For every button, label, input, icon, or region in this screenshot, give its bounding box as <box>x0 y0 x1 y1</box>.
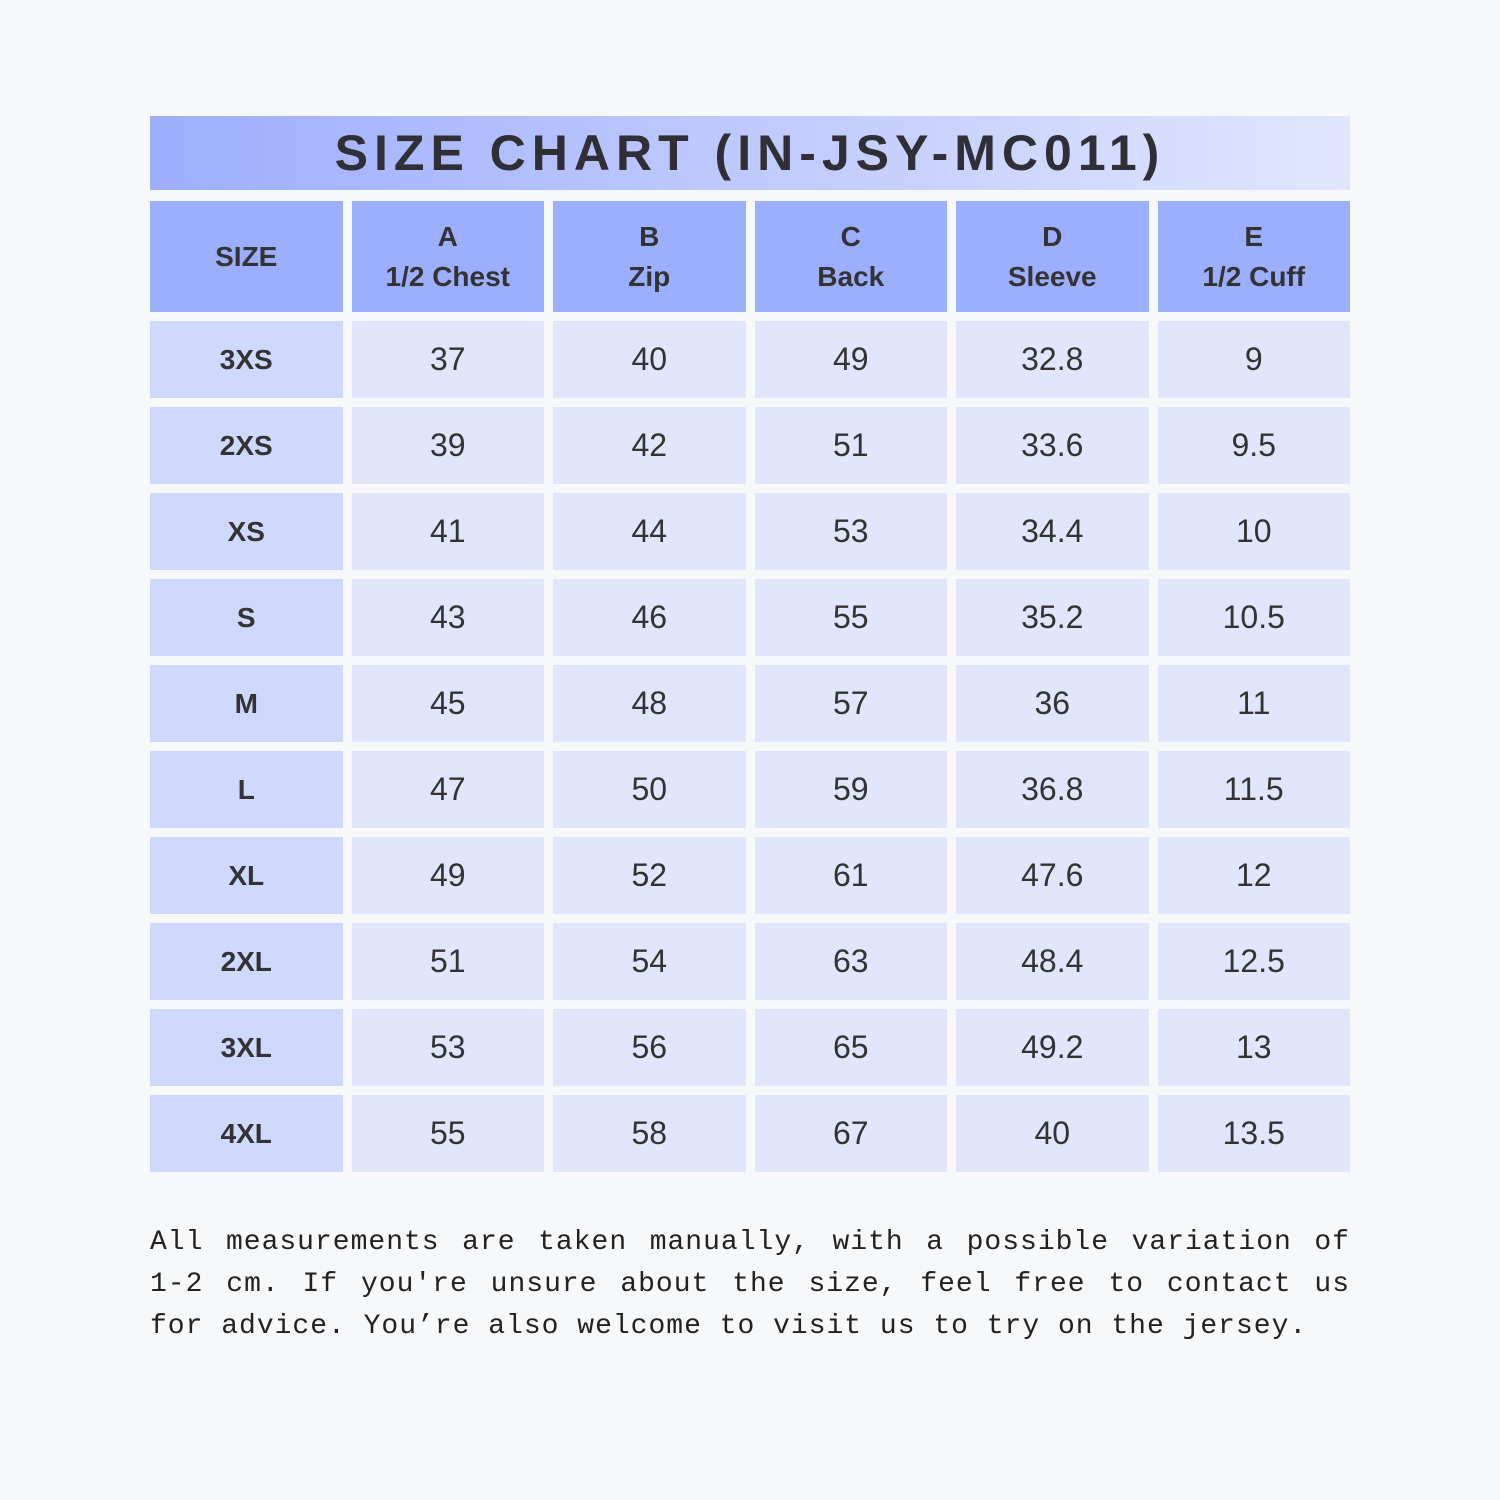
value-cell: 32.8 <box>956 321 1149 398</box>
size-cell: 2XL <box>150 923 343 1000</box>
header-cell: E 1/2 Cuff <box>1157 201 1350 312</box>
value-cell: 63 <box>754 923 947 1000</box>
value-cell: 48 <box>553 665 746 742</box>
value-cell: 13.5 <box>1157 1095 1350 1172</box>
value-cell: 55 <box>351 1095 544 1172</box>
value-cell: 52 <box>553 837 746 914</box>
value-cell: 57 <box>754 665 947 742</box>
value-cell: 49 <box>351 837 544 914</box>
value-cell: 12.5 <box>1157 923 1350 1000</box>
size-cell: XS <box>150 493 343 570</box>
value-cell: 47 <box>351 751 544 828</box>
value-cell: 48.4 <box>956 923 1149 1000</box>
header-cell: C Back <box>754 201 947 312</box>
value-cell: 51 <box>351 923 544 1000</box>
size-cell: 4XL <box>150 1095 343 1172</box>
header-text: Back <box>817 260 885 292</box>
size-table: SIZE A 1/2 Chest B Zip C Back D Sleeve E 1/2 Cuff 3… <box>150 201 1350 1172</box>
value-cell: 36.8 <box>956 751 1149 828</box>
size-cell: 3XL <box>150 1009 343 1086</box>
size-cell: M <box>150 665 343 742</box>
value-cell: 50 <box>553 751 746 828</box>
value-cell: 53 <box>351 1009 544 1086</box>
value-cell: 34.4 <box>956 493 1149 570</box>
value-cell: 10 <box>1157 493 1350 570</box>
value-cell: 39 <box>351 407 544 484</box>
value-cell: 43 <box>351 579 544 656</box>
header-cell: SIZE <box>150 201 343 312</box>
value-cell: 49.2 <box>956 1009 1149 1086</box>
title: SIZE CHART (IN-JSY-MC011) <box>150 116 1350 190</box>
value-cell: 10.5 <box>1157 579 1350 656</box>
size-cell: S <box>150 579 343 656</box>
header-cell: B Zip <box>553 201 746 312</box>
size-cell: XL <box>150 837 343 914</box>
value-cell: 9.5 <box>1157 407 1350 484</box>
value-cell: 67 <box>754 1095 947 1172</box>
value-cell: 37 <box>351 321 544 398</box>
value-cell: 65 <box>754 1009 947 1086</box>
value-cell: 56 <box>553 1009 746 1086</box>
value-cell: 55 <box>754 579 947 656</box>
value-cell: 45 <box>351 665 544 742</box>
value-cell: 36 <box>956 665 1149 742</box>
header-cell: A 1/2 Chest <box>351 201 544 312</box>
size-cell: 2XS <box>150 407 343 484</box>
header-text: C <box>840 220 861 252</box>
header-text: 1/2 Chest <box>385 260 511 292</box>
header-text: Zip <box>628 260 671 292</box>
header-text: 1/2 Cuff <box>1202 260 1306 292</box>
value-cell: 46 <box>553 579 746 656</box>
header-text: B <box>639 220 660 252</box>
size-cell: 3XS <box>150 321 343 398</box>
header-text: Sleeve <box>1007 260 1097 292</box>
value-cell: 59 <box>754 751 947 828</box>
value-cell: 51 <box>754 407 947 484</box>
value-cell: 35.2 <box>956 579 1149 656</box>
size-cell: L <box>150 751 343 828</box>
value-cell: 42 <box>553 407 746 484</box>
value-cell: 61 <box>754 837 947 914</box>
value-cell: 40 <box>553 321 746 398</box>
value-cell: 58 <box>553 1095 746 1172</box>
header-cell: D Sleeve <box>956 201 1149 312</box>
header-text: A <box>437 220 458 252</box>
value-cell: 53 <box>754 493 947 570</box>
header-text: E <box>1244 220 1264 252</box>
value-cell: 44 <box>553 493 746 570</box>
value-cell: 11.5 <box>1157 751 1350 828</box>
value-cell: 47.6 <box>956 837 1149 914</box>
value-cell: 41 <box>351 493 544 570</box>
value-cell: 12 <box>1157 837 1350 914</box>
value-cell: 40 <box>956 1095 1149 1172</box>
value-cell: 9 <box>1157 321 1350 398</box>
value-cell: 54 <box>553 923 746 1000</box>
header-text: D <box>1042 220 1063 252</box>
value-cell: 13 <box>1157 1009 1350 1086</box>
value-cell: 49 <box>754 321 947 398</box>
note: All measurements are taken manually, wit… <box>150 1227 1350 1342</box>
value-cell: 33.6 <box>956 407 1149 484</box>
header-text: SIZE <box>215 240 278 272</box>
value-cell: 11 <box>1157 665 1350 742</box>
